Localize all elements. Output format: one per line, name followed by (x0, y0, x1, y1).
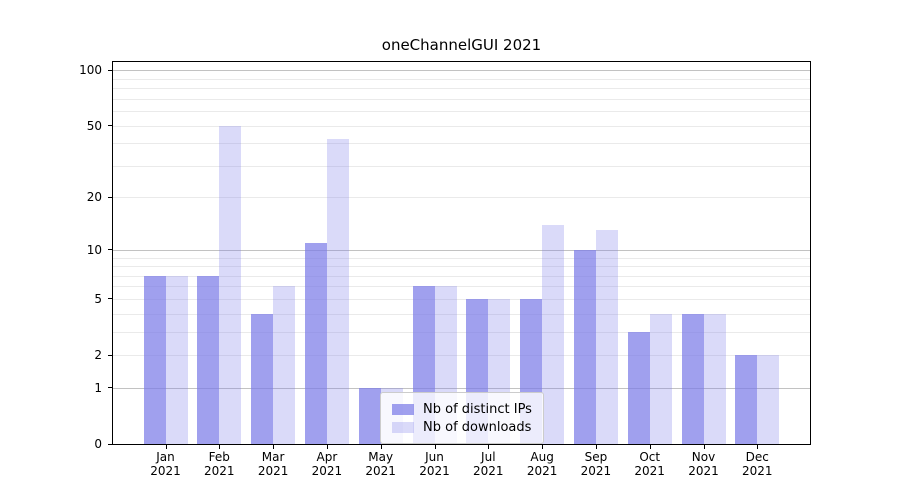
x-tick-mark-feb (219, 445, 221, 449)
y-tick-label-0: 0 (94, 437, 102, 451)
bar-distinct-ips-nov (681, 313, 704, 444)
x-tick-label-feb: Feb 2021 (204, 450, 235, 478)
bar-distinct-ips-feb (197, 275, 220, 444)
legend: Nb of distinct IPs Nb of downloads (380, 392, 544, 444)
x-tick-mark-mar (273, 445, 275, 449)
major-gridline-10 (113, 249, 810, 251)
y-tick-label-2: 2 (94, 348, 102, 363)
major-gridline-1 (113, 387, 810, 389)
x-tick-mark-sep (595, 445, 597, 449)
x-tick-label-may: May 2021 (365, 450, 396, 478)
bar-distinct-ips-mar (251, 313, 274, 444)
x-tick-label-mar: Mar 2021 (257, 450, 289, 478)
y-tick-mark-10 (108, 249, 113, 251)
y-tick-mark-100 (108, 69, 113, 71)
x-tick-mark-nov (703, 445, 705, 449)
x-tick-mark-may (380, 445, 382, 449)
x-tick-label-dec: Dec 2021 (742, 450, 773, 478)
y-tick-mark-5 (108, 298, 113, 300)
bar-downloads-apr (326, 139, 349, 444)
minor-gridline-9 (113, 257, 810, 259)
bar-distinct-ips-dec (735, 355, 758, 444)
legend-item-downloads: Nb of downloads (392, 419, 532, 435)
legend-swatch-distinct-ips-icon (392, 403, 414, 415)
legend-item-distinct-ips: Nb of distinct IPs (392, 401, 532, 417)
bar-downloads-sep (595, 230, 618, 444)
bar-downloads-mar (273, 286, 296, 444)
x-tick-mark-jul (488, 445, 490, 449)
legend-label-downloads: Nb of downloads (423, 419, 532, 435)
bar-downloads-jan (165, 275, 188, 444)
x-tick-mark-apr (326, 445, 328, 449)
y-tick-label-20: 20 (86, 190, 102, 205)
bar-downloads-dec (757, 355, 780, 444)
bar-distinct-ips-oct (627, 331, 650, 444)
legend-label-distinct-ips: Nb of distinct IPs (423, 401, 532, 417)
x-tick-label-apr: Apr 2021 (311, 450, 343, 478)
x-tick-mark-jun (434, 445, 436, 449)
x-tick-mark-oct (649, 445, 651, 449)
x-tick-label-nov: Nov 2021 (688, 450, 719, 478)
minor-gridline-70 (113, 98, 810, 100)
major-gridline-100 (113, 70, 810, 72)
x-tick-mark-dec (757, 445, 759, 449)
minor-gridline-40 (113, 143, 810, 145)
bar-distinct-ips-may (358, 387, 381, 444)
minor-gridline-20 (113, 197, 810, 199)
minor-gridline-90 (113, 78, 810, 80)
minor-gridline-30 (113, 165, 810, 167)
minor-gridline-2 (113, 355, 810, 357)
bar-downloads-oct (649, 313, 672, 444)
y-tick-mark-1 (108, 387, 113, 389)
y-tick-mark-2 (108, 354, 113, 356)
plot-area: Nb of distinct IPs Nb of downloads (112, 61, 811, 445)
y-tick-mark-50 (108, 125, 113, 127)
minor-gridline-50 (113, 125, 810, 127)
bar-downloads-nov (703, 313, 726, 444)
x-tick-label-jun: Jun 2021 (419, 450, 450, 478)
x-tick-label-sep: Sep 2021 (580, 450, 612, 478)
bar-downloads-feb (219, 125, 242, 444)
minor-gridline-3 (113, 331, 810, 333)
minor-gridline-80 (113, 88, 810, 90)
y-tick-label-5: 5 (94, 291, 102, 306)
minor-gridline-6 (113, 286, 810, 288)
x-tick-label-oct: Oct 2021 (634, 450, 665, 478)
minor-gridline-60 (113, 111, 810, 113)
x-tick-mark-aug (542, 445, 544, 449)
y-tick-mark-20 (108, 196, 113, 198)
x-tick-label-jul: Jul 2021 (473, 450, 504, 478)
minor-gridline-4 (113, 313, 810, 315)
bar-distinct-ips-apr (304, 242, 327, 444)
y-tick-label-100: 100 (79, 63, 102, 78)
minor-gridline-7 (113, 275, 810, 277)
y-tick-label-50: 50 (86, 118, 102, 133)
bar-distinct-ips-jan (143, 275, 166, 444)
minor-gridline-8 (113, 266, 810, 268)
legend-swatch-downloads-icon (392, 421, 414, 433)
minor-gridline-5 (113, 298, 810, 300)
y-tick-label-1: 1 (94, 380, 102, 395)
bar-downloads-aug (542, 224, 565, 444)
x-tick-label-jan: Jan 2021 (150, 450, 181, 478)
y-tick-mark-0 (108, 443, 113, 445)
bar-distinct-ips-sep (573, 249, 596, 444)
y-tick-label-10: 10 (86, 242, 102, 257)
chart-title: oneChannelGUI 2021 (381, 36, 542, 54)
x-tick-label-aug: Aug 2021 (526, 450, 558, 478)
x-tick-mark-jan (165, 445, 167, 449)
